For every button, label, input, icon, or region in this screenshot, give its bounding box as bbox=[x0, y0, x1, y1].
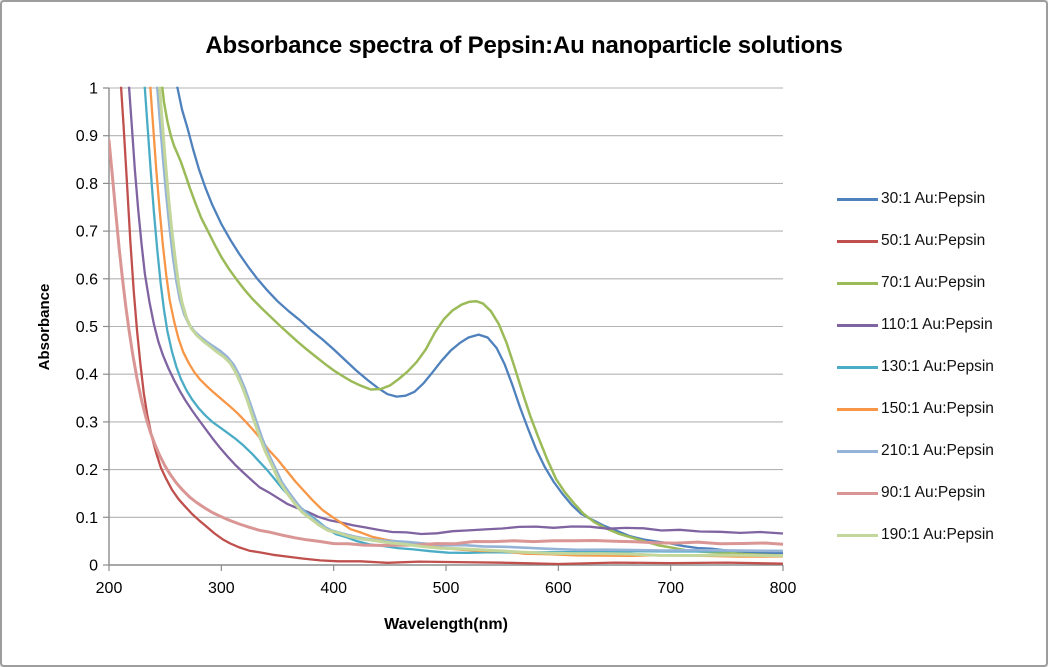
legend-item: 30:1 Au:Pepsin bbox=[837, 178, 1042, 220]
legend-item: 90:1 Au:Pepsin bbox=[837, 472, 1042, 514]
legend-label: 50:1 Au:Pepsin bbox=[881, 232, 986, 249]
y-tick-label: 0.7 bbox=[76, 224, 98, 241]
x-tick-label: 300 bbox=[208, 580, 235, 597]
legend-label: 70:1 Au:Pepsin bbox=[881, 274, 986, 291]
chart-title: Absorbance spectra of Pepsin:Au nanopart… bbox=[205, 32, 843, 59]
legend-item: 210:1 Au:Pepsin bbox=[837, 430, 1042, 472]
x-tick-label: 600 bbox=[545, 580, 572, 597]
y-tick-label: 0.3 bbox=[76, 414, 98, 431]
legend-label: 90:1 Au:Pepsin bbox=[881, 484, 986, 501]
y-tick-label: 0.1 bbox=[76, 510, 98, 527]
x-tick-label: 500 bbox=[433, 580, 460, 597]
legend-line-sample bbox=[837, 491, 878, 495]
legend-line-sample bbox=[837, 407, 878, 411]
series-line-70-1-au-pepsin bbox=[160, 86, 783, 557]
y-tick-label: 0.5 bbox=[76, 319, 98, 336]
legend-label: 30:1 Au:Pepsin bbox=[881, 190, 986, 207]
series-line-190-1-au-pepsin bbox=[157, 86, 783, 558]
legend-item: 110:1 Au:Pepsin bbox=[837, 304, 1042, 346]
y-tick-label: 0.6 bbox=[76, 271, 98, 288]
legend-label: 190:1 Au:Pepsin bbox=[881, 526, 994, 543]
legend-item: 70:1 Au:Pepsin bbox=[837, 262, 1042, 304]
legend-item: 130:1 Au:Pepsin bbox=[837, 346, 1042, 388]
y-tick-label: 0.8 bbox=[76, 176, 98, 193]
y-tick-label: 0.9 bbox=[76, 128, 98, 145]
legend-line-sample bbox=[837, 323, 878, 327]
legend: 30:1 Au:Pepsin 50:1 Au:Pepsin 70:1 Au:Peps… bbox=[837, 178, 1042, 556]
legend-line-sample bbox=[837, 533, 878, 537]
legend-label: 130:1 Au:Pepsin bbox=[881, 358, 994, 375]
legend-line-sample bbox=[837, 365, 878, 369]
y-tick-label: 1 bbox=[89, 81, 98, 98]
x-tick-label: 400 bbox=[320, 580, 347, 597]
legend-item: 190:1 Au:Pepsin bbox=[837, 514, 1042, 556]
series-line-150-1-au-pepsin bbox=[149, 86, 783, 558]
legend-line-sample bbox=[837, 239, 878, 243]
series-line-130-1-au-pepsin bbox=[143, 86, 783, 555]
y-tick-label: 0 bbox=[89, 558, 98, 575]
series-line-110-1-au-pepsin bbox=[127, 86, 783, 536]
legend-label: 110:1 Au:Pepsin bbox=[881, 316, 993, 333]
legend-item: 50:1 Au:Pepsin bbox=[837, 220, 1042, 262]
legend-line-sample bbox=[837, 197, 878, 201]
x-axis-title: Wavelength(nm) bbox=[384, 616, 508, 633]
legend-item: 150:1 Au:Pepsin bbox=[837, 388, 1042, 430]
legend-line-sample bbox=[837, 281, 878, 285]
legend-label: 150:1 Au:Pepsin bbox=[881, 400, 994, 417]
series-line-50-1-au-pepsin bbox=[119, 86, 783, 566]
legend-label: 210:1 Au:Pepsin bbox=[881, 442, 994, 459]
series-line-90-1-au-pepsin bbox=[109, 139, 783, 547]
x-tick-label: 700 bbox=[657, 580, 684, 597]
x-tick-label: 200 bbox=[96, 580, 123, 597]
x-tick-label: 800 bbox=[770, 580, 797, 597]
legend-line-sample bbox=[837, 449, 878, 453]
y-tick-label: 0.2 bbox=[76, 462, 98, 479]
y-tick-label: 0.4 bbox=[76, 367, 98, 384]
y-axis-title: Absorbance bbox=[36, 284, 53, 371]
